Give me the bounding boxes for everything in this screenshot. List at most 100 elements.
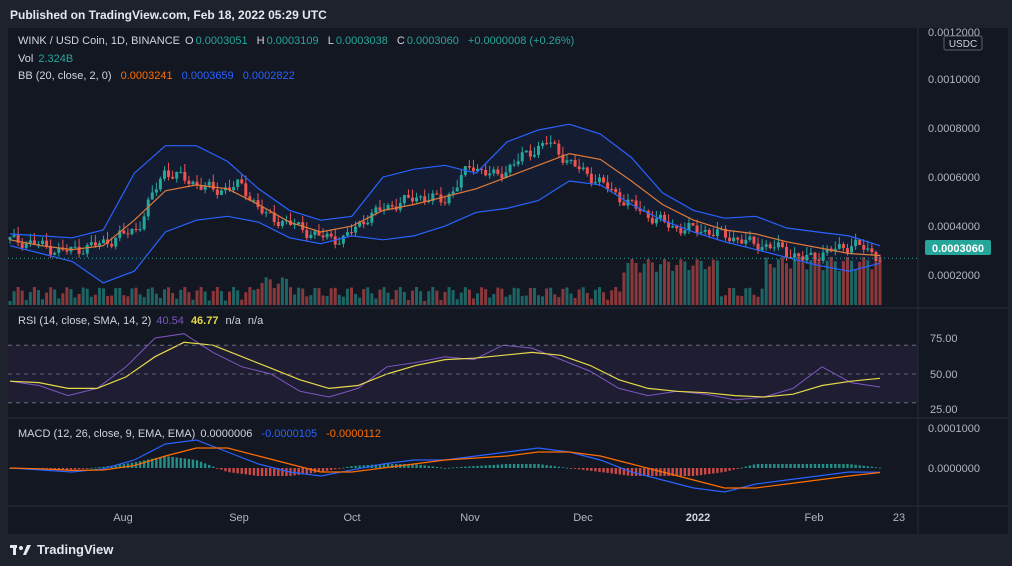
candle-body[interactable] — [81, 253, 85, 255]
candle-body[interactable] — [711, 234, 715, 236]
candle-body[interactable] — [488, 173, 492, 176]
candle-body[interactable] — [366, 222, 370, 225]
candle-body[interactable] — [797, 253, 801, 257]
candle-body[interactable] — [167, 170, 171, 177]
candle-body[interactable] — [671, 226, 675, 228]
candle-body[interactable] — [337, 243, 341, 245]
candle-body[interactable] — [415, 197, 419, 202]
candle-body[interactable] — [630, 199, 634, 201]
candle-body[interactable] — [118, 230, 122, 238]
candle-body[interactable] — [272, 212, 276, 222]
candle-body[interactable] — [610, 189, 614, 191]
candle-body[interactable] — [638, 208, 642, 212]
candle-body[interactable] — [658, 214, 662, 219]
candle-body[interactable] — [410, 197, 414, 202]
candle-body[interactable] — [837, 244, 841, 249]
candle-body[interactable] — [597, 177, 601, 183]
candle-body[interactable] — [138, 229, 142, 231]
candle-body[interactable] — [496, 169, 500, 174]
candle-body[interactable] — [162, 170, 166, 179]
candle-body[interactable] — [435, 193, 439, 195]
candle-body[interactable] — [57, 247, 61, 253]
candle-body[interactable] — [471, 167, 475, 172]
candle-body[interactable] — [809, 252, 813, 255]
candle-body[interactable] — [740, 239, 744, 244]
candles[interactable] — [8, 135, 882, 265]
candle-body[interactable] — [280, 220, 284, 226]
candle-body[interactable] — [780, 242, 784, 248]
candle-body[interactable] — [614, 189, 618, 193]
candle-body[interactable] — [374, 207, 378, 213]
candle-body[interactable] — [402, 195, 406, 204]
candle-body[interactable] — [370, 212, 374, 223]
candle-body[interactable] — [532, 154, 536, 157]
candle-body[interactable] — [593, 182, 597, 184]
candle-body[interactable] — [187, 180, 191, 185]
candle-body[interactable] — [102, 239, 106, 244]
currency-badge[interactable] — [943, 35, 983, 51]
candle-body[interactable] — [467, 166, 471, 168]
candle-body[interactable] — [8, 236, 12, 240]
candle-body[interactable] — [764, 244, 768, 247]
tradingview-logo[interactable]: TradingView — [10, 542, 113, 557]
candle-body[interactable] — [732, 237, 736, 242]
candle-body[interactable] — [150, 192, 154, 200]
candle-body[interactable] — [553, 142, 557, 144]
candle-body[interactable] — [378, 207, 382, 211]
candle-body[interactable] — [20, 242, 24, 248]
candle-body[interactable] — [602, 177, 606, 183]
candle-body[interactable] — [130, 229, 134, 235]
candle-body[interactable] — [793, 253, 797, 258]
candle-body[interactable] — [699, 231, 703, 233]
candle-body[interactable] — [134, 229, 138, 231]
candle-body[interactable] — [146, 199, 150, 217]
candle-body[interactable] — [541, 143, 545, 146]
candle-body[interactable] — [244, 183, 248, 197]
candle-body[interactable] — [569, 159, 573, 161]
candle-body[interactable] — [175, 172, 179, 179]
candle-body[interactable] — [215, 189, 219, 195]
candle-body[interactable] — [406, 195, 410, 198]
candle-body[interactable] — [813, 252, 817, 260]
candle-body[interactable] — [545, 143, 549, 145]
candle-body[interactable] — [695, 225, 699, 233]
candle-body[interactable] — [12, 234, 16, 237]
candle-body[interactable] — [870, 248, 874, 253]
candle-body[interactable] — [252, 200, 256, 202]
candle-body[interactable] — [756, 243, 760, 251]
candle-body[interactable] — [841, 244, 845, 249]
candle-body[interactable] — [833, 248, 837, 252]
candle-body[interactable] — [439, 194, 443, 203]
candle-body[interactable] — [858, 239, 862, 245]
candle-body[interactable] — [854, 239, 858, 247]
candle-body[interactable] — [516, 161, 520, 165]
candle-body[interactable] — [423, 196, 427, 202]
candle-body[interactable] — [663, 214, 667, 222]
candle-body[interactable] — [565, 160, 569, 163]
candle-body[interactable] — [577, 166, 581, 170]
candle-body[interactable] — [171, 176, 175, 179]
candle-body[interactable] — [386, 205, 390, 211]
candle-body[interactable] — [492, 169, 496, 174]
candle-body[interactable] — [484, 169, 488, 176]
candle-body[interactable] — [748, 236, 752, 240]
candle-body[interactable] — [122, 230, 126, 234]
candle-body[interactable] — [528, 150, 532, 157]
candle-body[interactable] — [581, 167, 585, 170]
candle-body[interactable] — [667, 221, 671, 228]
candle-body[interactable] — [455, 187, 459, 192]
candle-body[interactable] — [260, 206, 264, 214]
candle-body[interactable] — [179, 171, 183, 173]
candle-body[interactable] — [313, 231, 317, 235]
candle-body[interactable] — [77, 246, 81, 254]
candle-body[interactable] — [341, 235, 345, 244]
candle-body[interactable] — [801, 256, 805, 261]
candle-body[interactable] — [634, 200, 638, 209]
candle-body[interactable] — [557, 143, 561, 155]
candle-body[interactable] — [650, 217, 654, 224]
candle-body[interactable] — [606, 182, 610, 190]
candle-body[interactable] — [687, 222, 691, 231]
candle-body[interactable] — [240, 179, 244, 184]
candle-body[interactable] — [866, 248, 870, 250]
candle-body[interactable] — [207, 181, 211, 186]
